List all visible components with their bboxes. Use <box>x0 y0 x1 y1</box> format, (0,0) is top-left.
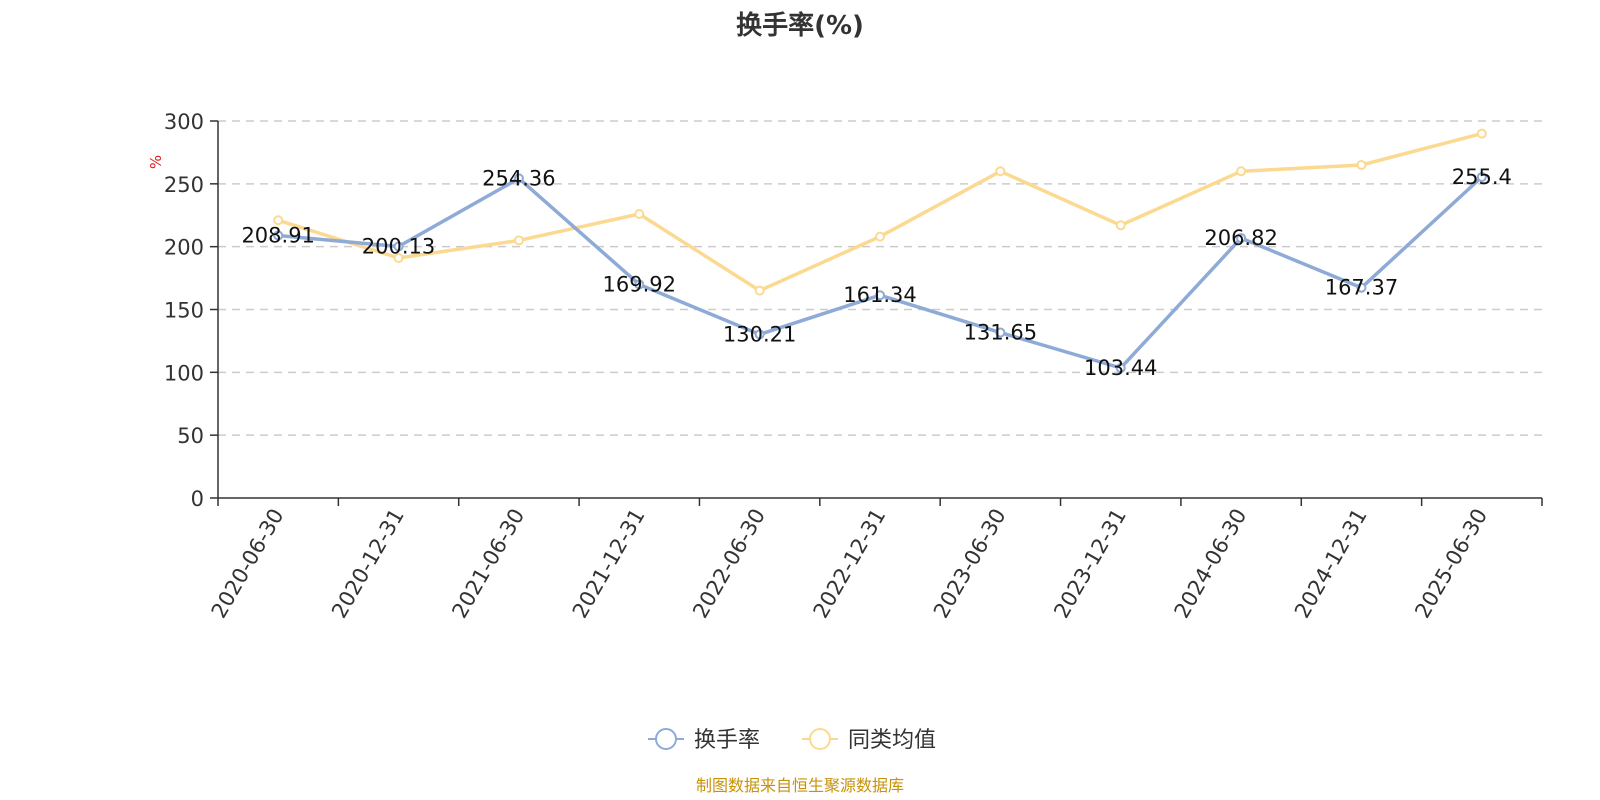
data-point[interactable] <box>1476 128 1487 139</box>
y-tick-label: 100 <box>164 361 204 385</box>
x-tick-label: 2023-06-30 <box>929 505 1011 623</box>
x-tick-label: 2023-12-31 <box>1049 505 1131 623</box>
series-peer-average <box>273 128 1487 296</box>
data-point[interactable] <box>273 215 284 226</box>
legend-item-turnover[interactable]: 换手率 <box>648 728 760 753</box>
data-label: 255.4 <box>1452 165 1512 189</box>
data-point[interactable] <box>754 285 765 296</box>
legend-swatch-marker-turnover <box>655 728 677 750</box>
x-tick-label: 2025-06-30 <box>1410 505 1492 623</box>
data-point[interactable] <box>1356 159 1367 170</box>
x-tick-label: 2020-06-30 <box>207 505 289 623</box>
y-tick-label: 150 <box>164 299 204 323</box>
data-label: 169.92 <box>603 272 676 296</box>
axes: 0 50 100 150 200 250 300 2020-06-30 2020-12-31 20… <box>164 110 1543 623</box>
data-label: 131.65 <box>964 321 1037 345</box>
data-label: 200.13 <box>362 235 435 259</box>
x-tick-label: 2024-12-31 <box>1290 505 1372 623</box>
data-label: 161.34 <box>843 283 916 307</box>
y-tick-label: 300 <box>164 110 204 134</box>
chart-title: 换手率(%) <box>736 10 864 41</box>
data-point[interactable] <box>1356 282 1367 293</box>
data-point[interactable] <box>513 173 524 184</box>
data-point[interactable] <box>393 241 404 252</box>
x-tick-label: 2022-06-30 <box>688 505 770 623</box>
x-tick-label: 2021-12-31 <box>568 505 650 623</box>
x-tick-label: 2020-12-31 <box>327 504 409 622</box>
data-point[interactable] <box>393 252 404 263</box>
data-label: 208.91 <box>241 223 314 247</box>
x-tick-label: 2021-06-30 <box>447 505 529 623</box>
series-line <box>276 175 1484 370</box>
data-point[interactable] <box>1115 363 1126 374</box>
data-point[interactable] <box>634 208 645 219</box>
data-label: 206.82 <box>1204 226 1277 250</box>
data-point[interactable] <box>754 329 765 340</box>
data-point[interactable] <box>1115 220 1126 231</box>
y-tick-label: 250 <box>164 173 204 197</box>
grid-lines <box>218 120 1542 436</box>
data-point[interactable] <box>634 279 645 290</box>
data-label: 167.37 <box>1325 276 1398 300</box>
data-point[interactable] <box>875 290 885 301</box>
data-point[interactable] <box>513 235 524 246</box>
legend-swatch-marker-peer-average <box>809 728 831 750</box>
data-point[interactable] <box>875 231 885 242</box>
legend-label-peer-average: 同类均值 <box>848 728 936 753</box>
data-point[interactable] <box>1236 166 1247 177</box>
y-tick-label: 0 <box>191 487 204 511</box>
data-label: 130.21 <box>723 322 796 346</box>
data-point[interactable] <box>1476 172 1487 183</box>
series-lines <box>273 128 1487 374</box>
data-point[interactable] <box>1236 233 1247 244</box>
y-axis-unit: % <box>147 155 165 169</box>
data-point[interactable] <box>995 166 1006 177</box>
data-source-note: 制图数据来自恒生聚源数据库 <box>696 776 904 795</box>
legend-item-peer-average[interactable]: 同类均值 <box>802 728 936 753</box>
data-point[interactable] <box>273 230 284 241</box>
legend[interactable]: 换手率 同类均值 <box>648 728 936 753</box>
y-tick-label: 200 <box>164 236 204 260</box>
x-tick-label: 2024-06-30 <box>1170 505 1252 623</box>
data-label: 254.36 <box>482 166 555 190</box>
data-point[interactable] <box>995 327 1006 338</box>
data-labels: 208.91 200.13 254.36 169.92 130.21 161.34 131.… <box>241 165 1511 380</box>
y-tick-label: 50 <box>177 424 204 448</box>
legend-label-turnover: 换手率 <box>694 728 760 753</box>
series-turnover <box>273 172 1487 374</box>
data-label: 103.44 <box>1084 356 1157 380</box>
x-tick-label: 2022-12-31 <box>809 505 891 623</box>
